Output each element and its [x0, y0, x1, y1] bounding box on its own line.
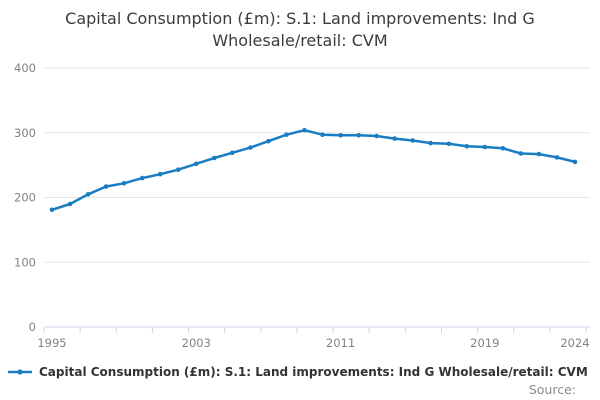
data-point-2006 — [248, 145, 253, 150]
data-point-2004 — [212, 155, 217, 161]
y-axis-tick-label-300: 300 — [14, 126, 36, 140]
data-point-2009 — [302, 127, 307, 133]
data-point-2018 — [464, 144, 470, 149]
data-point-2022 — [536, 151, 542, 157]
data-point-2014 — [392, 136, 398, 141]
x-axis-tick-label-2011: 2011 — [326, 336, 355, 350]
y-axis-tick-label-100: 100 — [14, 255, 36, 269]
data-point-2021 — [518, 151, 524, 156]
plot-area: 0 100 200 300 400 1995 2003 2011 2019 2024 — [14, 61, 590, 350]
data-point-2023 — [554, 155, 560, 160]
chart-title: Capital Consumption (£m): S.1: Land impr… — [30, 8, 570, 53]
legend-label: Capital Consumption (£m): S.1: Land impr… — [39, 364, 588, 379]
data-point-2003 — [194, 161, 199, 167]
data-point-1999 — [121, 181, 127, 186]
y-axis-tick-label-400: 400 — [14, 61, 36, 75]
data-point-2020 — [500, 146, 506, 151]
data-point-2019 — [482, 144, 488, 150]
data-point-1996 — [67, 201, 73, 207]
x-axis-tick-label-1995: 1995 — [37, 336, 66, 350]
data-point-2024 — [572, 159, 578, 165]
x-axis-tick-label-2024: 2024 — [560, 336, 589, 350]
data-point-1998 — [103, 184, 109, 189]
data-point-2016 — [428, 140, 434, 146]
data-point-2015 — [410, 138, 416, 143]
data-point-2008 — [284, 132, 289, 137]
x-axis-tick-label-2003: 2003 — [182, 336, 211, 350]
data-point-1997 — [85, 192, 91, 197]
data-point-2013 — [374, 133, 379, 139]
data-point-2005 — [230, 150, 235, 156]
source-label: Source: — [528, 382, 576, 397]
chart-title-text: Capital Consumption (£m): S.1: Land impr… — [65, 9, 535, 51]
series-line — [50, 128, 577, 212]
y-axis-tick-label-200: 200 — [14, 191, 36, 205]
data-point-1995 — [49, 207, 55, 213]
data-point-2002 — [175, 167, 181, 172]
data-point-2001 — [157, 171, 163, 177]
data-point-2007 — [266, 138, 271, 144]
y-axis-tick-label-0: 0 — [29, 320, 36, 334]
data-point-2010 — [320, 132, 325, 137]
data-point-2012 — [356, 133, 361, 138]
data-point-2011 — [338, 133, 343, 138]
data-point-2000 — [139, 175, 145, 181]
legend-line-marker-icon — [8, 368, 32, 375]
legend[interactable]: Capital Consumption (£m): S.1: Land impr… — [7, 363, 596, 380]
x-axis-tick-label-2019: 2019 — [470, 336, 499, 350]
data-point-2017 — [446, 141, 452, 147]
